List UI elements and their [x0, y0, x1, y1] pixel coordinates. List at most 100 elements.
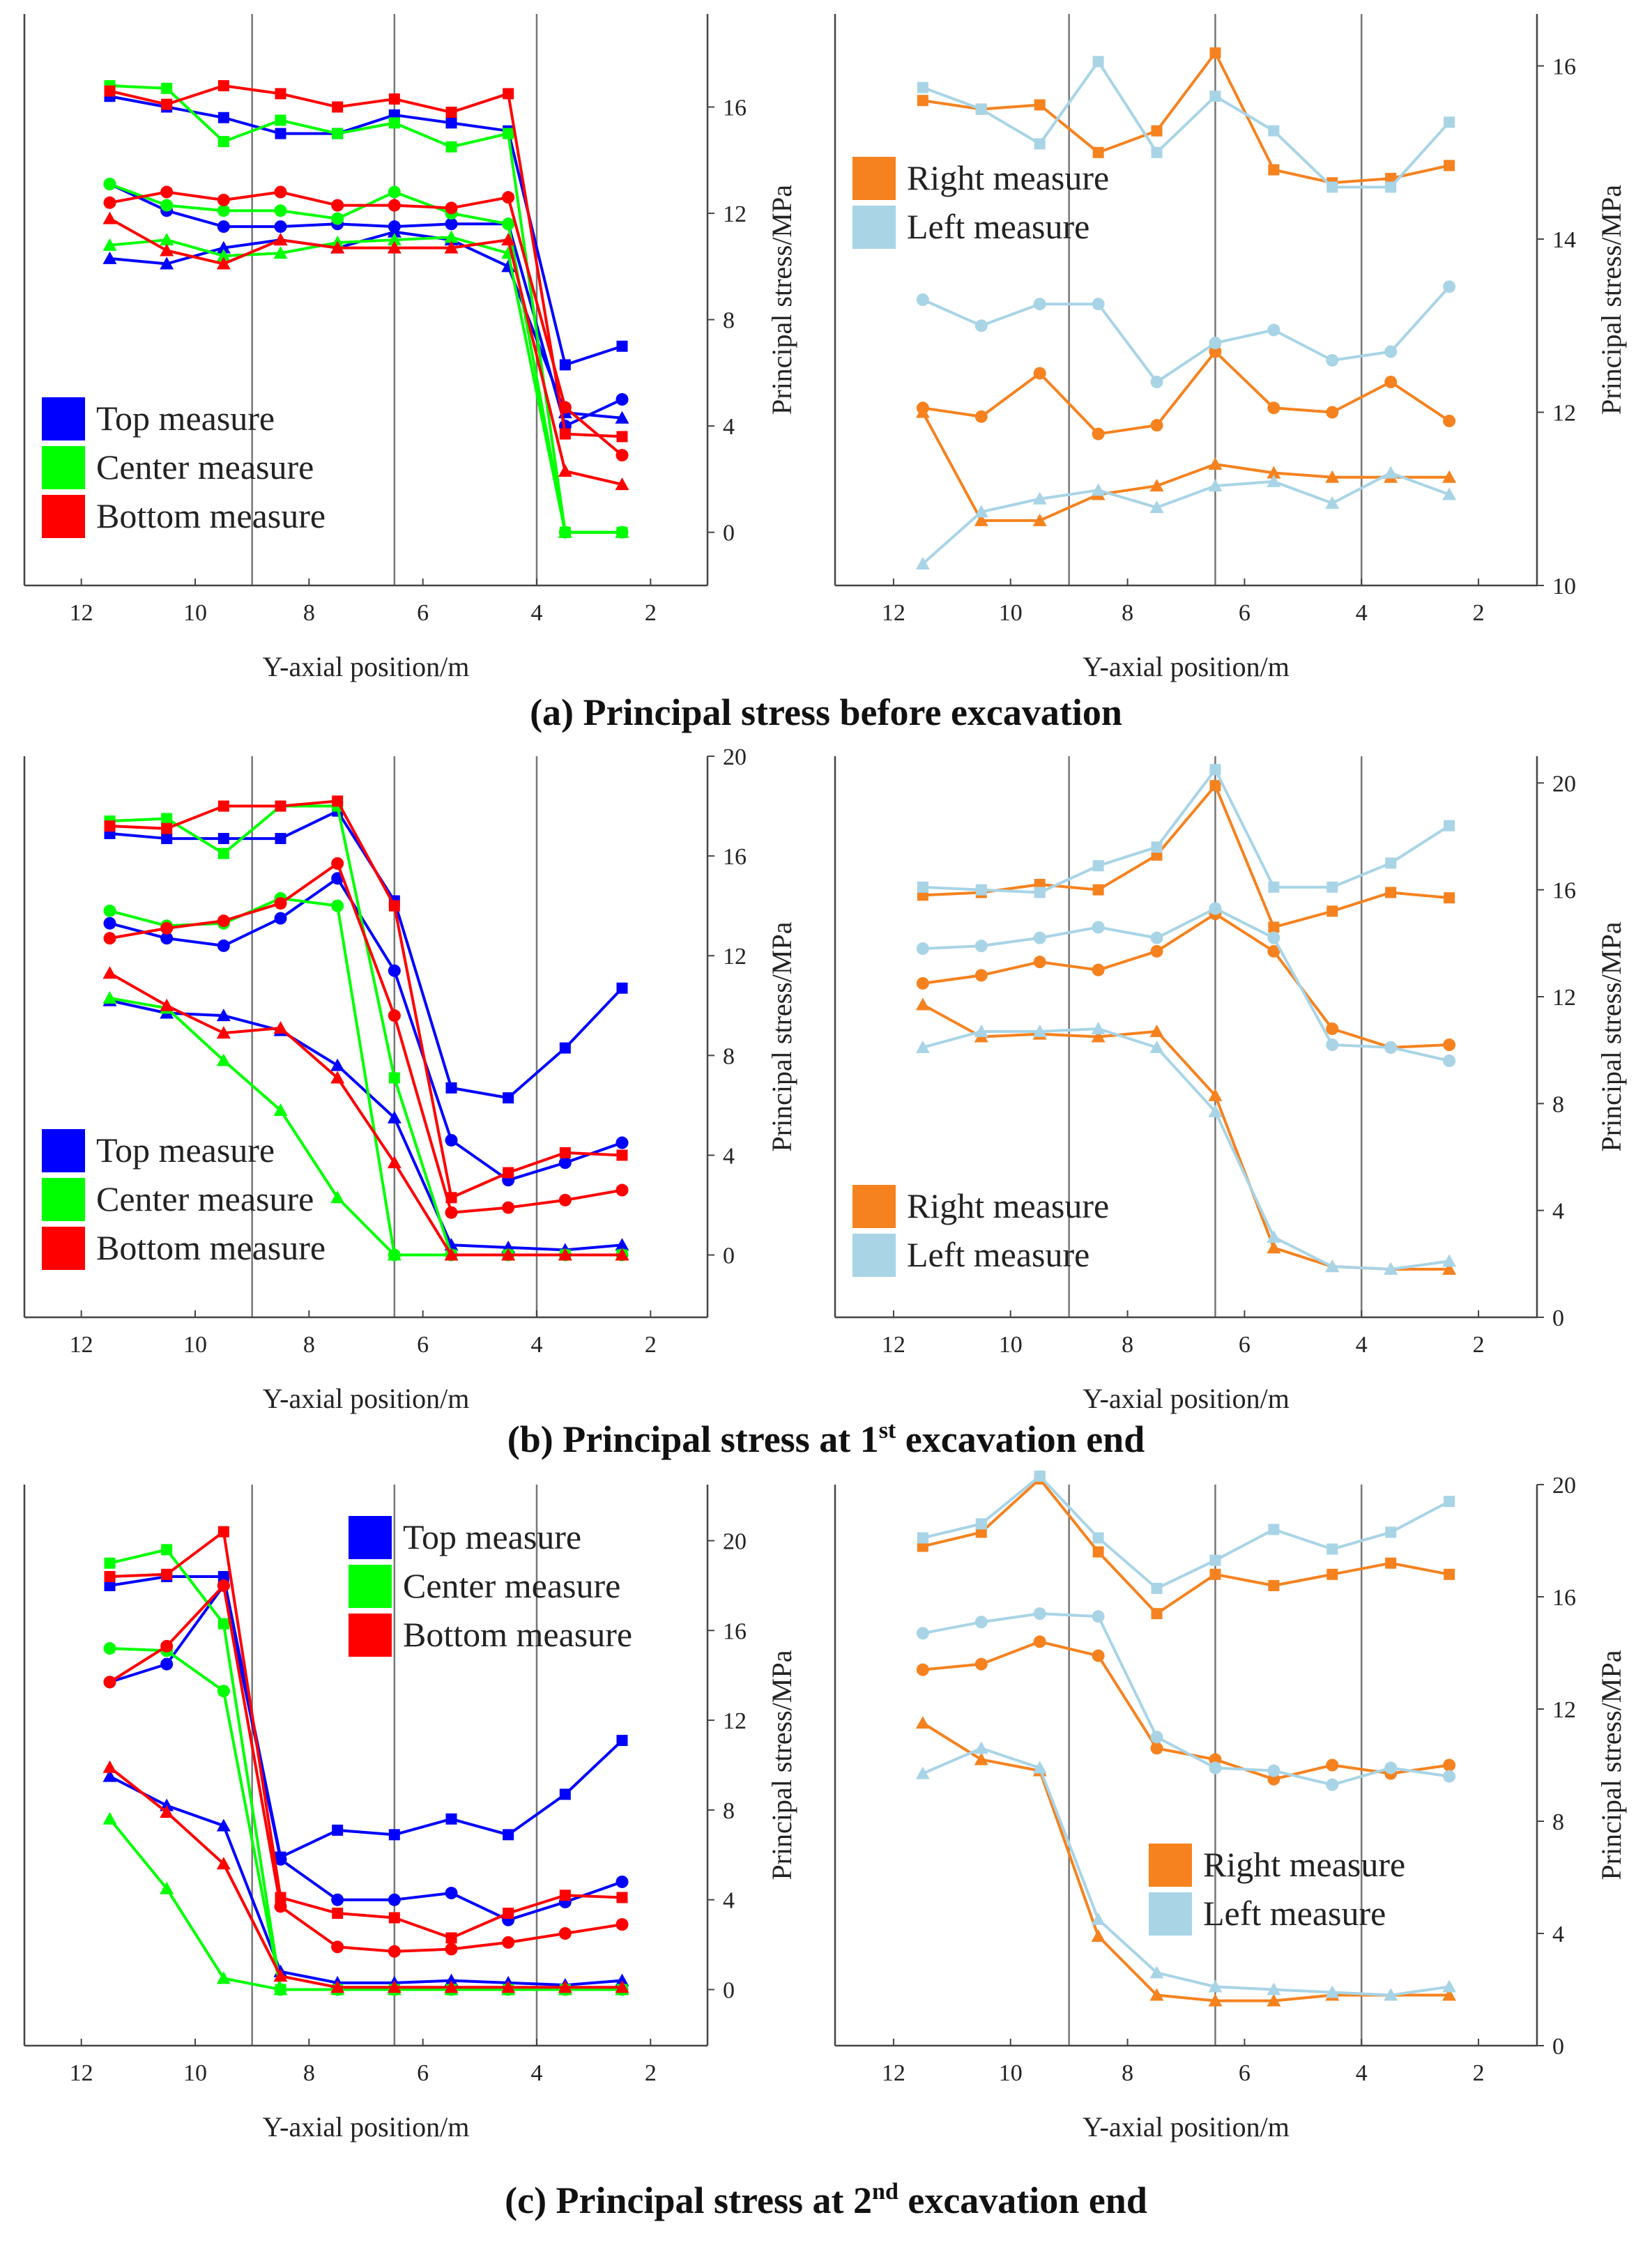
series-line	[109, 95, 623, 367]
data-point	[331, 857, 344, 870]
series-line	[922, 51, 1450, 185]
x-tick-label: 12	[70, 2060, 93, 2086]
data-point	[445, 217, 458, 231]
data-point	[1267, 401, 1280, 415]
caption-c-sup: nd	[872, 2179, 898, 2205]
data-point	[445, 107, 457, 118]
data-point	[275, 128, 286, 139]
legend-swatch	[349, 1516, 392, 1559]
data-point	[273, 1103, 288, 1117]
data-point	[1267, 466, 1281, 479]
data-point	[102, 1760, 117, 1773]
data-point	[161, 98, 173, 110]
data-point	[916, 1627, 929, 1640]
data-point	[616, 1892, 628, 1903]
data-point	[103, 932, 116, 945]
data-point	[1326, 406, 1339, 419]
data-point	[160, 256, 174, 270]
data-point	[1092, 1649, 1105, 1662]
data-point	[274, 220, 287, 233]
data-point	[444, 1980, 459, 1993]
y-tick-label: 8	[1552, 1091, 1564, 1117]
data-point	[1033, 298, 1046, 311]
data-point	[559, 1042, 571, 1054]
data-point	[558, 525, 572, 538]
legend-entry: Bottom measure	[96, 496, 326, 535]
data-point	[217, 1579, 230, 1592]
y-tick-label: 16	[723, 844, 747, 870]
legend-entry: Center measure	[96, 447, 314, 486]
series-line	[922, 1477, 1450, 1616]
data-point	[1443, 1055, 1456, 1067]
caption-b-sup: st	[879, 1418, 896, 1443]
data-point	[974, 940, 988, 953]
data-point	[160, 199, 174, 212]
x-axis-label: Y-axial position/m	[263, 2111, 470, 2143]
data-point	[1208, 1993, 1223, 2007]
data-point	[1209, 345, 1222, 358]
data-point	[161, 833, 173, 845]
data-point	[915, 556, 930, 569]
data-point	[1151, 1608, 1163, 1620]
data-point	[273, 246, 288, 259]
series-line	[922, 1747, 1450, 1997]
data-point	[217, 112, 229, 123]
data-point	[974, 319, 988, 332]
y-tick-label: 8	[723, 308, 735, 334]
data-point	[1326, 1039, 1339, 1051]
data-point	[274, 204, 287, 217]
data-point	[615, 393, 629, 406]
data-point	[616, 1149, 628, 1161]
x-tick-label: 8	[303, 2060, 315, 2086]
legend-entry: Center measure	[403, 1566, 620, 1605]
data-point	[1032, 1024, 1047, 1037]
data-point	[161, 1568, 173, 1580]
data-point	[1385, 887, 1397, 898]
data-point	[503, 1167, 514, 1179]
x-tick-label: 12	[70, 1332, 93, 1358]
data-point	[103, 917, 116, 930]
series-line	[109, 861, 622, 1214]
data-point	[102, 966, 117, 979]
data-point	[1033, 956, 1046, 969]
data-point	[1385, 857, 1397, 869]
data-point	[1151, 841, 1163, 853]
data-point	[275, 833, 286, 845]
data-point	[1151, 146, 1163, 158]
data-point	[274, 1900, 287, 1913]
chart-a-left: 12 10 8 6 4 2 0 4 8 12 16 Y-axial position/m Princip…	[23, 14, 797, 682]
x-tick-label: 8	[303, 600, 315, 626]
data-point	[444, 1973, 459, 1986]
y-tick-label: 20	[723, 744, 747, 770]
data-point	[1150, 1731, 1163, 1744]
legend: Top measure Center measure Bottom measure	[349, 1516, 632, 1657]
data-point	[916, 1663, 929, 1676]
data-point	[331, 199, 344, 212]
data-point	[1444, 892, 1455, 904]
caption-c: (c) Principal stress at 2nd excavation e…	[505, 2179, 1147, 2221]
data-point	[444, 240, 459, 254]
data-point	[1092, 427, 1105, 440]
data-point	[1092, 298, 1105, 311]
data-point	[216, 240, 231, 254]
series-line	[921, 471, 1450, 565]
data-point	[502, 191, 515, 204]
data-point	[273, 233, 288, 246]
data-point	[274, 897, 287, 910]
legend-swatch	[42, 1178, 85, 1221]
data-point	[915, 997, 930, 1011]
x-tick-label: 2	[645, 2060, 657, 2086]
data-point	[559, 428, 571, 440]
data-point	[216, 1818, 231, 1832]
data-point	[1268, 1579, 1280, 1591]
data-point	[1443, 414, 1456, 427]
data-point	[615, 1875, 629, 1888]
data-point	[216, 1009, 231, 1022]
data-point	[1092, 921, 1105, 934]
data-point	[103, 196, 116, 209]
data-point	[445, 1206, 458, 1219]
data-point	[273, 1969, 288, 1982]
series-line	[109, 972, 622, 1257]
legend-swatch	[852, 206, 896, 249]
data-point	[1150, 931, 1163, 944]
